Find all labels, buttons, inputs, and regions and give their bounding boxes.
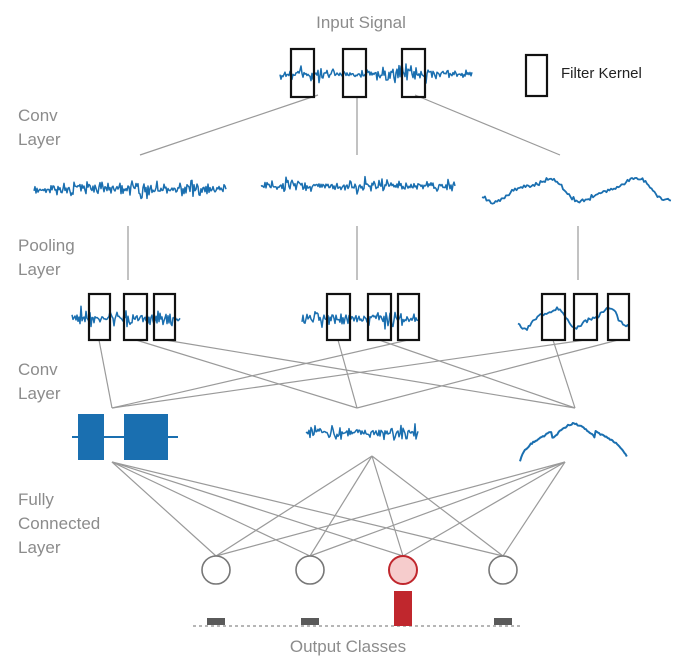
kernel-pool-1b [122,292,149,342]
output-node-2 [295,555,325,585]
conn-conv2-to-fc-2-2 [402,461,566,557]
conn-conv2-to-fc-1-2 [371,455,404,557]
conn-conv2-to-fc-0-2 [111,461,404,557]
conv-layer-1-label-line2: Layer [18,130,61,149]
kernel-pool-1c [152,292,177,342]
conn-conv2-to-fc-0-3 [111,461,504,557]
conv2-signal-3 [519,422,628,462]
input-signal-label: Input Signal [316,13,406,32]
pooling-layer-label-line1: Pooling [18,236,75,255]
output-layer [201,555,518,626]
conv2-signal-2 [305,423,419,441]
conn-input-to-conv1-c [414,94,561,156]
kernel-pool-2a [325,292,352,342]
fully-connected-label-line1: Fully [18,490,54,509]
conn-pool-to-conv2-7 [111,339,586,409]
conn-pool-to-conv2-0 [98,339,113,409]
legend-kernel-icon [524,53,549,98]
conn-conv2-to-fc-1-3 [371,455,504,557]
conv1-signal-3 [481,177,672,205]
kernel-pool-2b [366,292,393,342]
kernel-input-b [341,47,368,99]
conv2-block-1 [78,414,104,460]
conn-pool-to-conv2-8 [356,339,619,409]
fully-connected-label-line3: Layer [18,538,61,557]
conv-layer-2-label-line1: Conv [18,360,58,379]
conn-conv2-to-fc-2-1 [309,461,566,557]
output-bar-1 [207,618,225,625]
conn-pool-to-conv2-6 [552,339,576,409]
conn-pool-to-conv2-2 [164,339,576,409]
conn-pool-to-conv2-4 [378,339,576,409]
signals [33,63,672,462]
conn-conv2-to-fc-0-1 [111,461,311,557]
kernel-pool-1a [87,292,112,342]
conn-pool-to-conv2-5 [111,339,409,409]
conn-conv2-to-fc-2-3 [502,461,566,557]
kernel-input-a [289,47,316,99]
output-node-3 [388,555,418,585]
connections [98,94,619,557]
conn-input-to-conv1-a [139,94,319,156]
kernel-pool-3b [572,292,599,342]
output-classes-label: Output Classes [290,637,406,656]
conv2-block-2 [124,414,168,460]
output-node-1 [201,555,231,585]
pooling-layer-label-line2: Layer [18,260,61,279]
kernel-pool-3c [606,292,631,342]
input-signal-wave [279,63,473,84]
kernel-pool-3a [540,292,567,342]
conv1-signal-2 [260,175,456,195]
kernel-pool-2c [396,292,421,342]
conn-conv2-to-fc-1-1 [309,455,373,557]
legend-filter-kernel-label: Filter Kernel [561,65,642,82]
output-bar-2 [301,618,319,625]
filter-kernels [87,47,631,342]
conn-conv2-to-fc-2-0 [215,461,566,557]
conv1-signal-1 [33,179,227,200]
output-bar-3 [394,591,412,626]
output-bar-4 [494,618,512,625]
conv-layer-1-label-line1: Conv [18,106,58,125]
kernel-input-c [400,47,427,99]
conv-layer-2-label-line2: Layer [18,384,61,403]
conn-conv2-to-fc-0-0 [111,461,217,557]
conn-pool-to-conv2-1 [135,339,358,409]
output-node-4 [488,555,518,585]
fully-connected-label-line2: Connected [18,514,100,533]
pool-signal-2 [301,311,419,330]
conn-conv2-to-fc-1-0 [215,455,373,557]
